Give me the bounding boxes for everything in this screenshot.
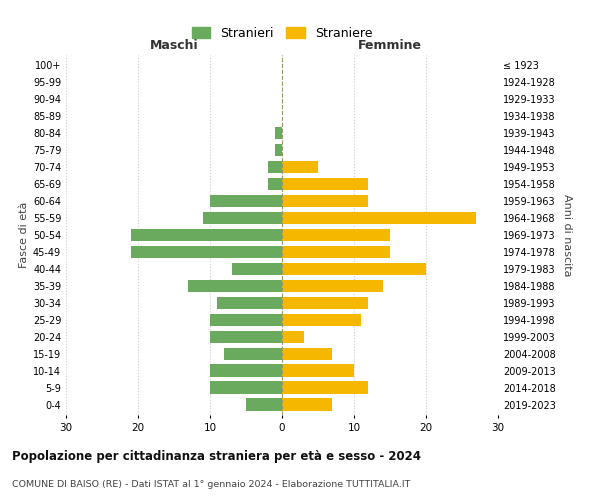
Y-axis label: Anni di nascita: Anni di nascita	[562, 194, 572, 276]
Bar	[282, 194, 368, 207]
Bar	[210, 194, 282, 207]
Bar	[282, 364, 354, 377]
Text: COMUNE DI BAISO (RE) - Dati ISTAT al 1° gennaio 2024 - Elaborazione TUTTITALIA.I: COMUNE DI BAISO (RE) - Dati ISTAT al 1° …	[12, 480, 410, 489]
Bar	[188, 280, 282, 292]
Bar	[210, 382, 282, 394]
Bar	[275, 126, 282, 140]
Bar	[217, 296, 282, 310]
Bar	[282, 382, 368, 394]
Bar	[282, 280, 383, 292]
Bar	[268, 178, 282, 190]
Bar	[131, 228, 282, 241]
Bar	[275, 144, 282, 156]
Bar	[210, 314, 282, 326]
Bar	[282, 246, 390, 258]
Bar	[282, 228, 390, 241]
Text: Femmine: Femmine	[358, 38, 422, 52]
Bar	[282, 212, 476, 224]
Bar	[232, 262, 282, 276]
Bar	[268, 160, 282, 173]
Bar	[210, 330, 282, 344]
Bar	[282, 178, 368, 190]
Bar	[131, 246, 282, 258]
Bar	[203, 212, 282, 224]
Bar	[224, 348, 282, 360]
Bar	[282, 398, 332, 411]
Bar	[210, 364, 282, 377]
Text: Maschi: Maschi	[149, 38, 199, 52]
Bar	[282, 296, 368, 310]
Bar	[282, 160, 318, 173]
Bar	[282, 262, 426, 276]
Bar	[282, 348, 332, 360]
Y-axis label: Fasce di età: Fasce di età	[19, 202, 29, 268]
Bar	[282, 314, 361, 326]
Legend: Stranieri, Straniere: Stranieri, Straniere	[187, 22, 377, 44]
Text: Popolazione per cittadinanza straniera per età e sesso - 2024: Popolazione per cittadinanza straniera p…	[12, 450, 421, 463]
Bar	[246, 398, 282, 411]
Bar	[282, 330, 304, 344]
